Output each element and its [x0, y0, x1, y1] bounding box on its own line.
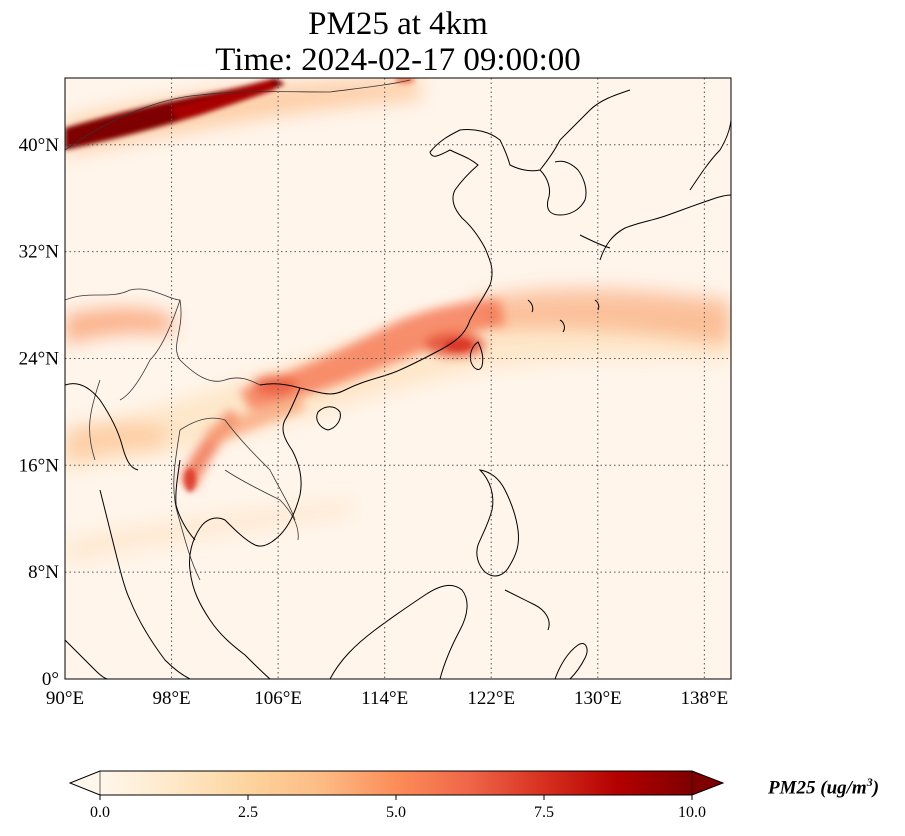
latitude-labels: 0° 8°N 16°N 24°N 32°N 40°N: [19, 135, 60, 690]
lat-tick-label: 40°N: [19, 135, 60, 156]
colorbar-label-exponent: 3: [866, 775, 873, 789]
lon-tick-label: 90°E: [46, 688, 84, 709]
colorbar-tick-label: 7.5: [534, 804, 554, 821]
country-borders: [65, 79, 411, 581]
coastlines: [65, 89, 731, 679]
pm25-field: [65, 78, 731, 565]
lat-tick-label: 0°: [42, 669, 59, 690]
map-frame: [64, 77, 732, 680]
plot-title-line-1: PM25 at 4km: [308, 6, 488, 42]
colorbar-tick-label: 5.0: [386, 804, 406, 821]
colorbar: 0.0 2.5 5.0 7.5 10.0: [68, 770, 725, 821]
lon-tick-label: 130°E: [574, 688, 622, 709]
colorbar-body: [68, 770, 725, 796]
lon-tick-label: 114°E: [361, 688, 408, 709]
lat-tick-label: 8°N: [28, 562, 59, 583]
longitude-labels: 90°E 98°E 106°E 114°E 122°E 130°E 138°E: [46, 688, 728, 709]
map-gridlines: [65, 78, 731, 679]
colorbar-label-text: PM25 (ug/m: [768, 777, 867, 799]
map-area: [65, 78, 731, 679]
lat-tick-label: 16°N: [19, 455, 60, 476]
colorbar-ticks: 0.0 2.5 5.0 7.5 10.0: [90, 795, 706, 821]
lon-tick-label: 106°E: [254, 688, 302, 709]
lat-tick-label: 32°N: [19, 242, 60, 263]
colorbar-tick-label: 0.0: [90, 804, 110, 821]
lat-tick-label: 24°N: [19, 348, 60, 369]
lon-tick-label: 122°E: [467, 688, 515, 709]
lon-tick-label: 138°E: [681, 688, 729, 709]
lon-tick-label: 98°E: [152, 688, 190, 709]
plot-title-line-2: Time: 2024-02-17 09:00:00: [215, 42, 581, 78]
colorbar-label-suffix: ): [872, 777, 880, 799]
colorbar-label: PM25 (ug/m3): [768, 775, 879, 799]
colorbar-tick-label: 10.0: [678, 804, 706, 821]
colorbar-tick-label: 2.5: [238, 804, 258, 821]
